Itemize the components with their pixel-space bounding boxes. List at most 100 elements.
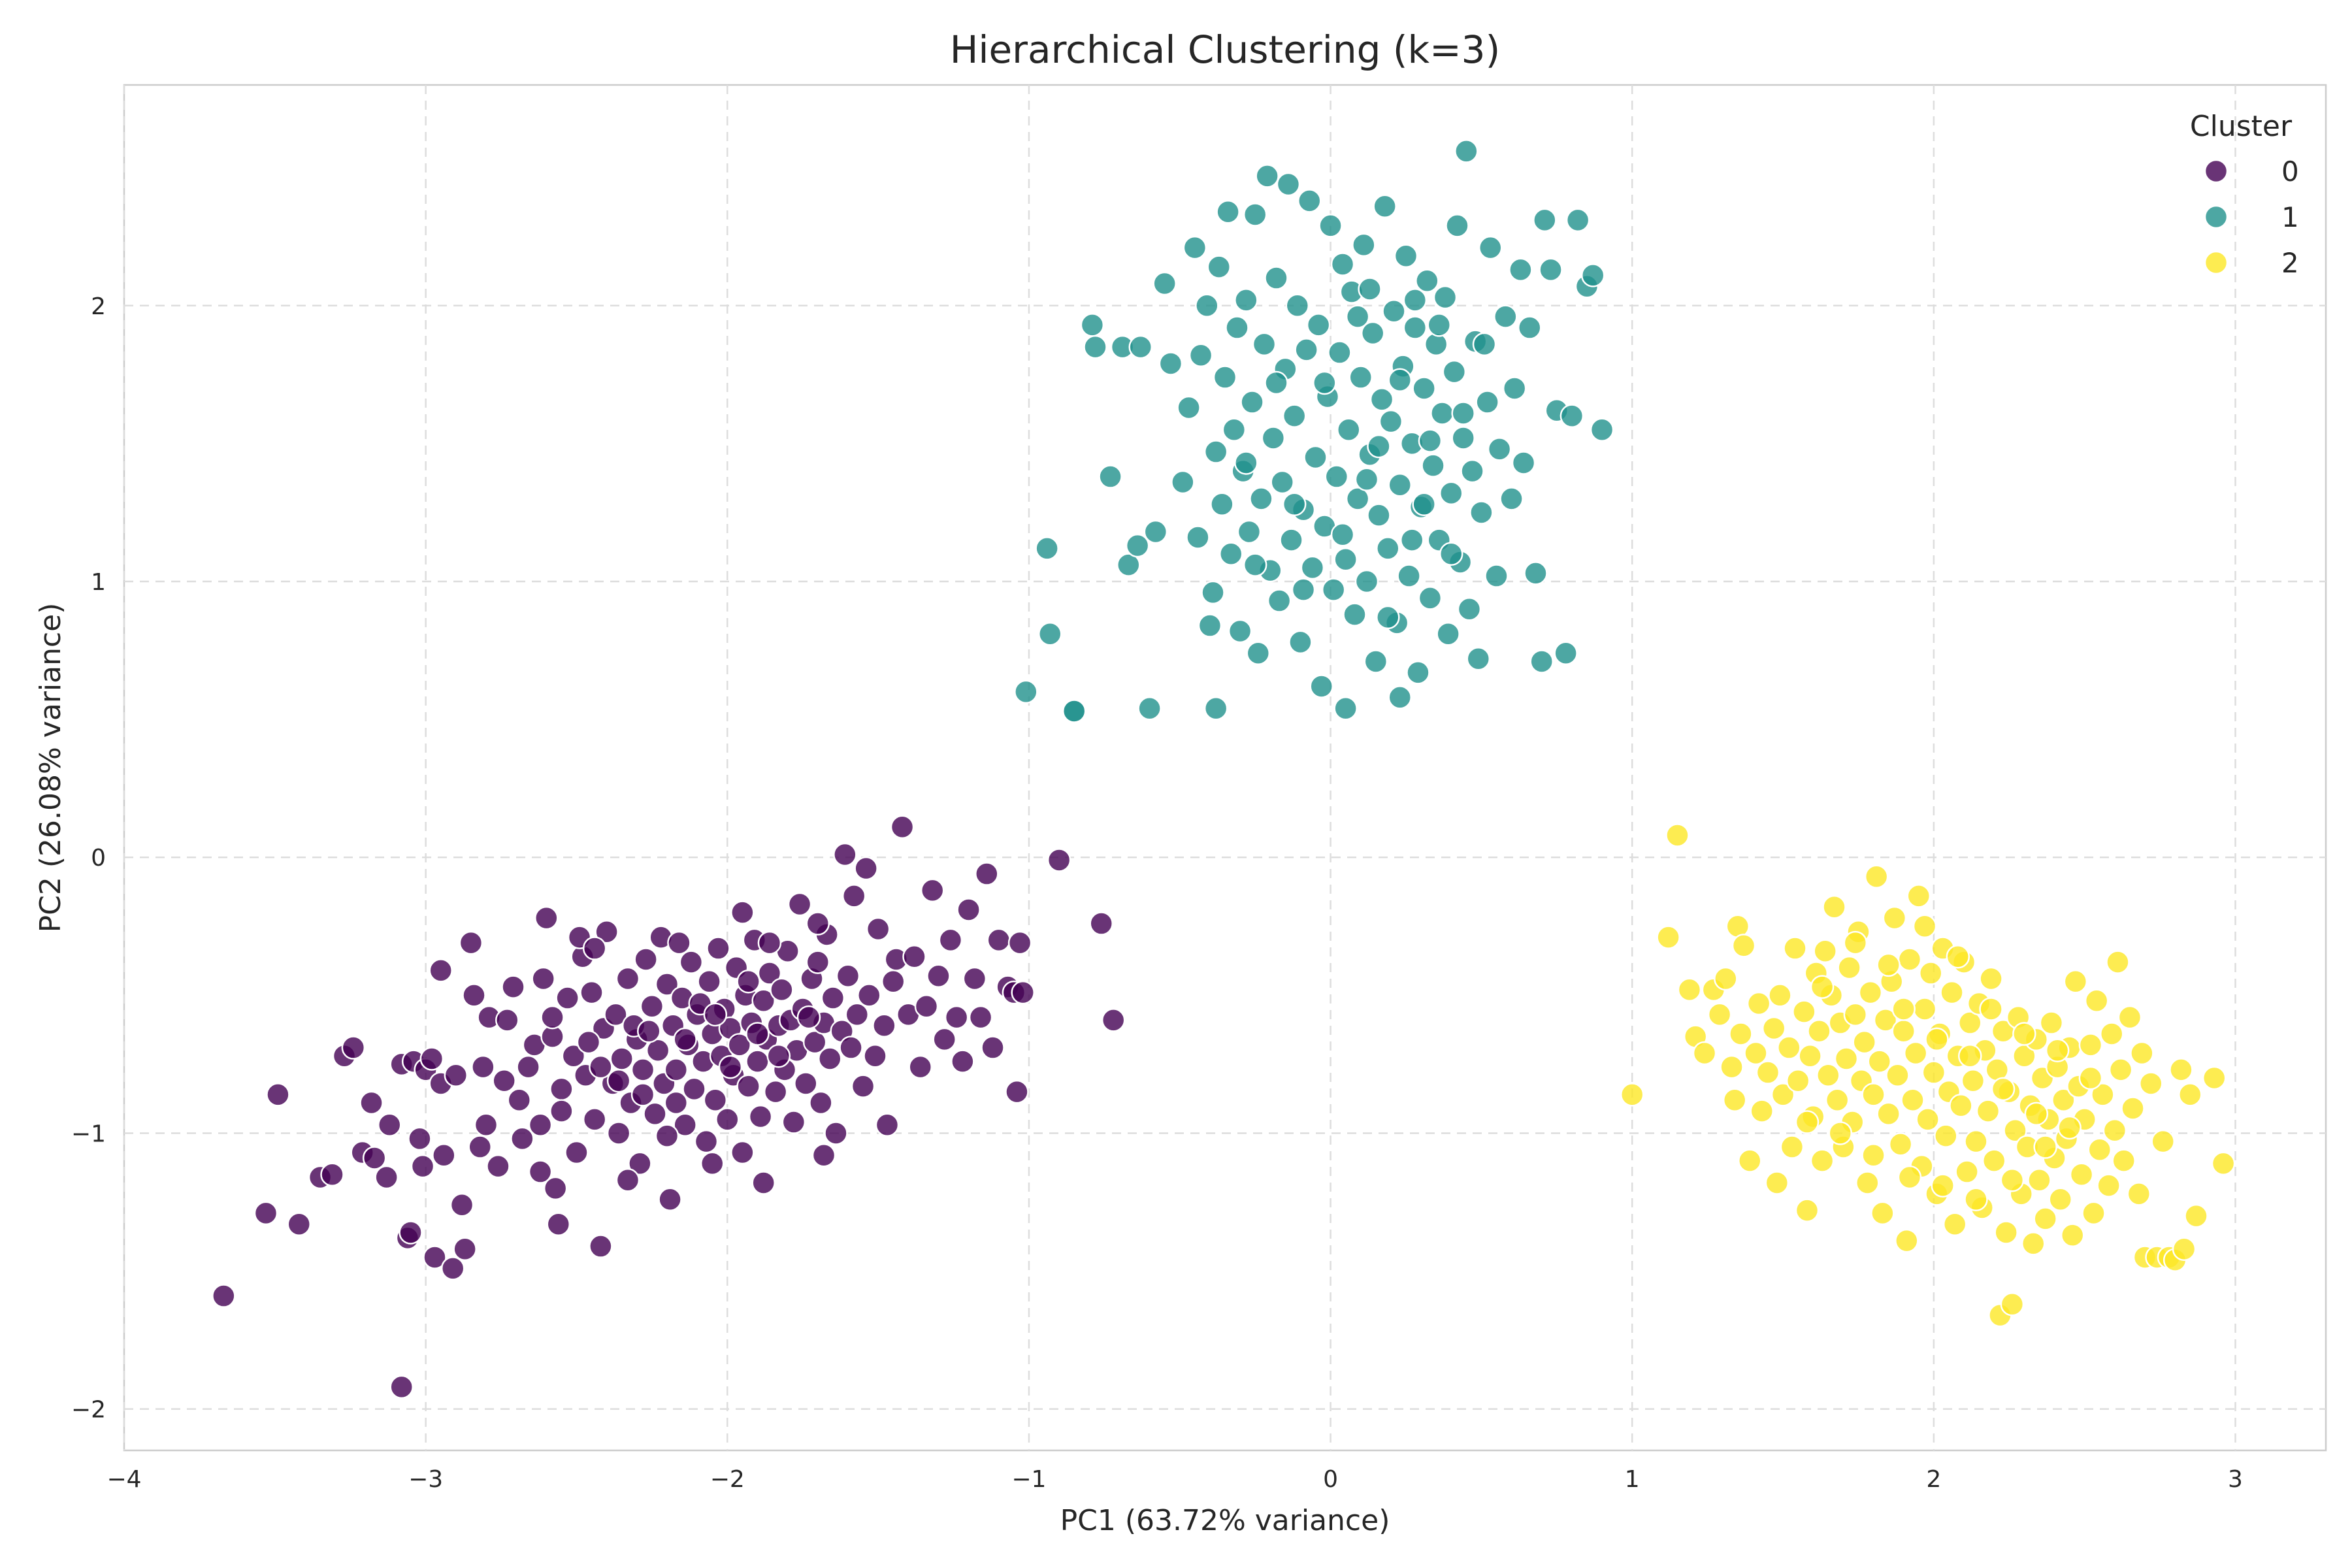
scatter-point (1994, 1220, 2018, 1245)
scatter-point (745, 1022, 770, 1046)
scatter-point (2178, 1083, 2202, 1107)
scatter-point (1306, 313, 1331, 337)
scatter-point (1897, 1165, 1922, 1190)
scatter-point (1345, 304, 1370, 329)
scatter-point (1403, 288, 1428, 312)
scatter-point (595, 919, 619, 944)
scatter-point (1499, 487, 1524, 511)
scatter-point (1367, 503, 1391, 527)
scatter-point (1421, 453, 1445, 478)
x-axis-label: PC1 (63.72% variance) (1060, 1504, 1390, 1537)
scatter-point (444, 1063, 468, 1088)
scatter-point (1430, 401, 1454, 425)
scatter-point (796, 1005, 821, 1030)
scatter-point (408, 1126, 432, 1151)
scatter-point (1240, 390, 1264, 414)
scatter-point (920, 878, 945, 903)
scatter-point (1798, 1043, 1822, 1068)
scatter-point (703, 1002, 728, 1027)
scatter-point (468, 1135, 492, 1159)
scatter-point (495, 1008, 519, 1032)
scatter-point (1318, 214, 1343, 238)
scatter-point (1828, 1121, 1853, 1145)
legend-label-0: 0 (2281, 155, 2299, 188)
scatter-point (809, 1090, 833, 1115)
scatter-point (1891, 1019, 1916, 1043)
scatter-point (1218, 542, 1243, 566)
scatter-point (1876, 953, 1901, 977)
scatter-point (1524, 561, 1548, 585)
scatter-point (2057, 1115, 2082, 1140)
scatter-point (1222, 417, 1247, 442)
scatter-point (1388, 685, 1413, 710)
series-0 (212, 815, 1126, 1399)
scatter-point (549, 1099, 574, 1123)
scatter-point (1897, 947, 1922, 972)
scatter-point (1333, 547, 1358, 572)
scatter-point (1348, 365, 1373, 389)
scatter-point (1203, 440, 1228, 464)
scatter-point (1397, 564, 1421, 588)
legend-marker-2 (2204, 250, 2229, 275)
scatter-point (944, 1005, 969, 1030)
scatter-point (1080, 313, 1105, 337)
scatter-point (362, 1146, 387, 1170)
scatter-point (1433, 285, 1458, 310)
x-tick-label: 2 (1926, 1466, 1941, 1493)
scatter-point (938, 928, 963, 953)
scatter-point (1152, 271, 1177, 296)
scatter-point (1813, 939, 1837, 964)
scatter-point (658, 1187, 682, 1212)
scatter-point (851, 1074, 875, 1098)
scatter-point (1979, 997, 2003, 1021)
scatter-point (1620, 1083, 1644, 1107)
scatter-point (1198, 613, 1222, 638)
scatter-point (1472, 332, 1497, 357)
scatter-point (1445, 214, 1469, 238)
scatter-point (1354, 569, 1379, 594)
scatter-point (1964, 1129, 1988, 1154)
scatter-point (582, 1107, 607, 1132)
scatter-point (1186, 525, 1210, 549)
scatter-point (637, 1019, 661, 1043)
scatter-point (1554, 641, 1578, 666)
series-1 (1014, 139, 1614, 723)
scatter-point (1309, 674, 1333, 698)
scatter-point (1177, 395, 1201, 420)
scatter-point (1469, 500, 1494, 525)
scatter-point (751, 1171, 776, 1195)
y-tick-label: 0 (91, 845, 106, 872)
scatter-point (1406, 661, 1430, 685)
scatter-point (1098, 465, 1122, 489)
scatter-point (528, 1113, 553, 1137)
scatter-point (2078, 1066, 2103, 1090)
scatter-point (1746, 991, 1771, 1016)
scatter-point (727, 1033, 752, 1057)
scatter-point (1810, 1149, 1835, 1173)
scatter-point (1590, 417, 1614, 442)
scatter-point (1337, 417, 1361, 442)
scatter-point (694, 1129, 719, 1154)
scatter-point (863, 1043, 887, 1068)
scatter-point (410, 1154, 435, 1179)
scatter-point (615, 1168, 640, 1192)
scatter-point (1870, 1201, 1895, 1226)
scatter-point (824, 1121, 848, 1145)
scatter-point (975, 862, 999, 886)
y-tick-label: 2 (91, 293, 106, 320)
scatter-point (2106, 950, 2130, 974)
scatter-point (212, 1284, 236, 1308)
scatter-point (1246, 641, 1271, 666)
scatter-point (664, 1058, 689, 1082)
scatter-point (1427, 313, 1452, 337)
scatter-point (1376, 536, 1400, 561)
scatter-point (1324, 465, 1349, 489)
x-tick-label: 3 (2228, 1466, 2243, 1493)
scatter-point (2108, 1058, 2133, 1082)
scatter-point (1158, 351, 1183, 376)
scatter-point (1234, 451, 1258, 475)
scatter-point (1858, 980, 1883, 1005)
scatter-point (1171, 470, 1195, 495)
scatter-point (459, 930, 483, 955)
scatter-point (1345, 487, 1370, 511)
